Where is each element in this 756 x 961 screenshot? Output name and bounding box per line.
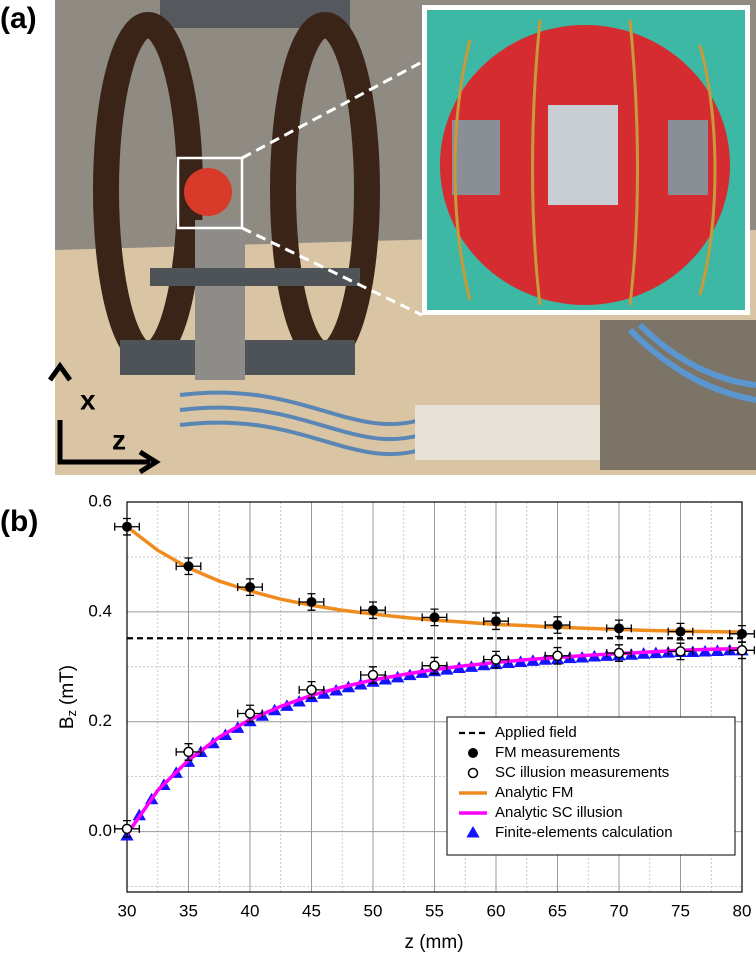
- fm-point: [245, 582, 255, 593]
- sc-point: [367, 669, 379, 681]
- sc-point: [429, 660, 440, 671]
- x-tick-label: 45: [302, 901, 321, 920]
- photo-cables: [627, 322, 756, 403]
- sc-point: [244, 708, 256, 719]
- legend-symbol: [466, 826, 480, 838]
- axis-arrowheads: [47, 361, 161, 475]
- legend-symbol: [467, 767, 479, 779]
- legend-label: Finite-elements calculation: [495, 824, 673, 841]
- x-tick-label: 70: [610, 901, 629, 920]
- sc-point: [675, 646, 686, 657]
- x-tick-label: 65: [548, 901, 567, 920]
- fm-point: [552, 620, 563, 631]
- y-tick-label: 0.6: [88, 491, 112, 510]
- photo-cables: [179, 390, 421, 456]
- plot-frame: [126, 501, 743, 893]
- sc-point: [121, 823, 133, 835]
- x-tick-label: 55: [425, 901, 444, 920]
- legend-box: [446, 716, 736, 856]
- sc-point: [736, 645, 748, 656]
- panel-label: (b): [0, 505, 38, 538]
- sc-point: [552, 650, 563, 662]
- zoom-line: [241, 226, 423, 317]
- y-tick-label: 0.2: [88, 711, 112, 730]
- fm-point: [306, 596, 317, 607]
- inset-window: [668, 120, 708, 195]
- y-label-symbol: B: [57, 716, 78, 729]
- fm-point: [183, 561, 194, 572]
- legend-label: Applied field: [495, 724, 577, 741]
- legend: Applied field FM measurements SC illusion …: [446, 716, 736, 856]
- inset-window: [548, 105, 618, 205]
- fm-point: [122, 521, 132, 532]
- x-tick-label: 30: [118, 901, 137, 920]
- x-tick-label: 80: [733, 901, 752, 920]
- inset-window: [452, 120, 500, 195]
- fm-point: [675, 626, 686, 637]
- axis-arrows: [57, 420, 150, 465]
- photo: (a) x z: [0, 0, 756, 475]
- legend-label: SC illusion measurements: [495, 764, 669, 781]
- y-tick-label: 0.0: [88, 821, 112, 840]
- sc-point: [490, 654, 502, 665]
- x-tick-label: 35: [179, 901, 198, 920]
- legend-label: FM measurements: [495, 744, 620, 761]
- x-tick-label: 50: [364, 901, 383, 920]
- y-label-subscript: z: [64, 710, 79, 717]
- zoom-line: [241, 60, 423, 160]
- panel-label: (a): [0, 2, 37, 35]
- legend-label: Analytic SC illusion: [495, 804, 623, 821]
- photo-sphere: [184, 168, 232, 216]
- inset-wires: [453, 19, 717, 306]
- y-axis-label: Bz (mT): [57, 665, 79, 729]
- axis-label-z: z: [112, 424, 126, 455]
- sc-point: [306, 684, 317, 696]
- photo-bar: [150, 268, 360, 286]
- x-tick-label: 75: [671, 901, 690, 920]
- photo-support: [195, 220, 245, 380]
- sc-point: [613, 647, 625, 659]
- fm-point: [614, 623, 624, 634]
- x-tick-label: 40: [241, 901, 260, 920]
- sc-point: [183, 746, 194, 758]
- x-tick-label: 60: [487, 901, 506, 920]
- fm-point: [429, 612, 440, 623]
- x-axis-label: z (mm): [404, 932, 463, 953]
- photo-zoom-box: [176, 156, 244, 230]
- y-tick-label: 0.4: [88, 601, 112, 620]
- fm-point: [368, 605, 378, 616]
- fm-point: [491, 616, 501, 627]
- axis-label-x: x: [80, 384, 96, 415]
- fm-point: [737, 628, 747, 639]
- legend-label: Analytic FM: [495, 784, 573, 801]
- plot-marks: [114, 517, 755, 841]
- legend-symbol: [468, 748, 478, 758]
- y-label-unit: (mT): [57, 665, 78, 705]
